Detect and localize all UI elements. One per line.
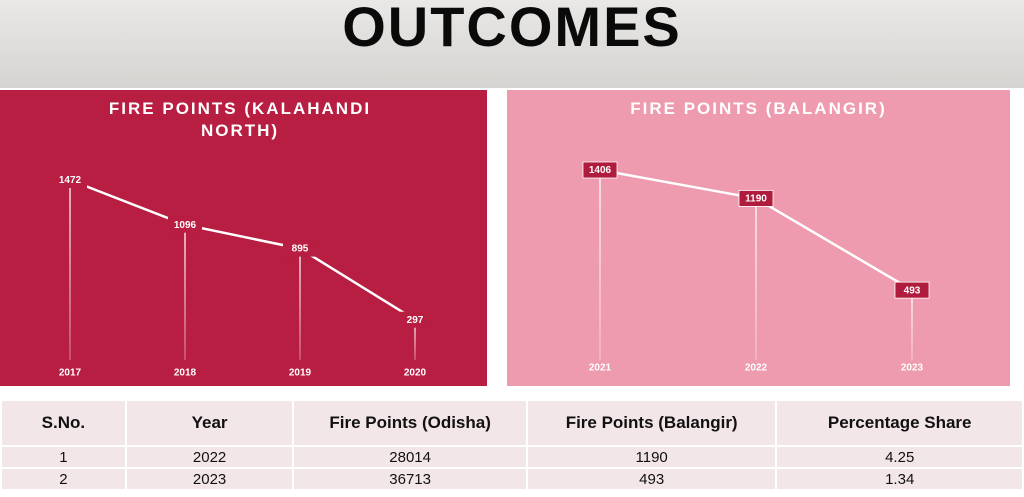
chart-title: FIRE POINTS (BALANGIR) <box>630 99 887 118</box>
table-cell: 2022 <box>124 445 295 469</box>
label-box <box>398 311 432 328</box>
x-tick-label: 2023 <box>901 363 924 374</box>
chart: 2017 2018 2019 2020 1472 1096 895 297 <box>53 172 432 379</box>
drop-line <box>184 224 186 360</box>
line <box>69 178 416 321</box>
header-band: OUTCOMES <box>0 0 1024 88</box>
chart: 2021 2022 2023 1406 1190 493 <box>582 161 930 374</box>
table-cell: 1 <box>0 445 127 469</box>
slide-title: OUTCOMES <box>342 0 682 58</box>
table-cell: 4.25 <box>775 445 1024 469</box>
label-box <box>738 190 774 207</box>
table-cell: 1.34 <box>775 467 1024 491</box>
data-label: 1096 <box>174 220 197 231</box>
x-tick-label: 2019 <box>289 368 312 379</box>
label-box <box>53 172 87 188</box>
drop-line <box>911 290 913 360</box>
label-box <box>168 216 202 233</box>
table-cell: 493 <box>525 467 778 491</box>
data-label: 297 <box>407 315 424 326</box>
column-header: Year <box>124 399 295 447</box>
x-tick-label: 2021 <box>589 363 612 374</box>
column-header: Fire Points (Odisha) <box>292 399 528 447</box>
drop-line <box>599 170 601 360</box>
table-cell: 28014 <box>292 445 528 469</box>
column-header: S.No. <box>0 399 127 447</box>
label-box <box>582 161 618 179</box>
x-tick-label: 2018 <box>174 368 197 379</box>
drop-line <box>755 198 757 360</box>
data-label: 895 <box>292 244 309 255</box>
x-tick-label: 2022 <box>745 363 768 374</box>
column-header: Fire Points (Balangir) <box>525 399 778 447</box>
x-tick-label: 2017 <box>59 368 82 379</box>
data-label: 1472 <box>59 175 82 186</box>
x-tick-label: 2020 <box>404 368 427 379</box>
drop-line <box>299 248 301 360</box>
data-table: S.No. Year Fire Points (Odisha) Fire Points… <box>0 399 1024 491</box>
table-cell: 2023 <box>124 467 295 491</box>
chart-title: FIRE POINTS (KALAHANDI NORTH) <box>108 99 372 140</box>
drop-line <box>69 180 71 360</box>
label-box <box>894 281 930 299</box>
table-cell: 36713 <box>292 467 528 491</box>
data-label: 493 <box>904 285 921 296</box>
table-row: 2 2023 36713 493 1.34 <box>0 467 1024 491</box>
chart-panel: FIRE POINTS (BALANGIR) 2021 2022 2023 1406 1… <box>507 90 1010 386</box>
table-cell: 1190 <box>525 445 778 469</box>
data-label: 1190 <box>745 194 767 205</box>
table-row: 1 2022 28014 1190 4.25 <box>0 445 1024 469</box>
drop-line <box>414 319 416 360</box>
data-label: 1406 <box>589 165 612 176</box>
column-header: Percentage Share <box>775 399 1024 447</box>
table-cell: 2 <box>0 467 127 491</box>
label-box <box>283 240 317 257</box>
chart-panel: FIRE POINTS (KALAHANDI NORTH) 2017 2018 20… <box>0 90 487 386</box>
